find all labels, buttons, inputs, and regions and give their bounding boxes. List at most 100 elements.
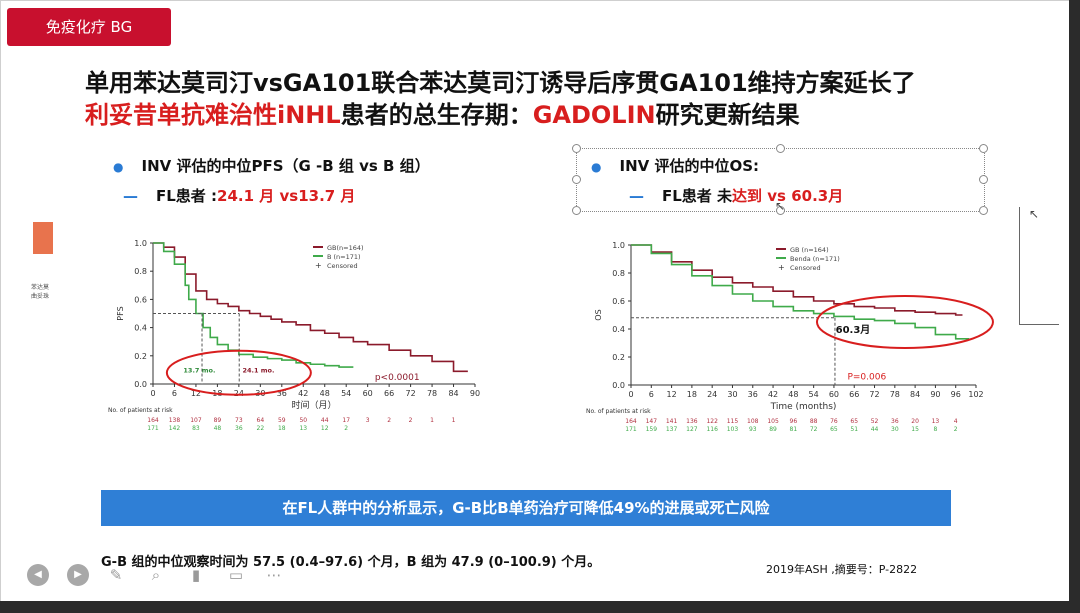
legend-label: Censored	[790, 264, 821, 272]
mouse-cursor-icon: ↖	[775, 199, 786, 213]
conclusion-banner: 在FL人群中的分析显示，G-B比B单药治疗可降低49%的进展或死亡风险	[101, 490, 951, 526]
os-sub-prefix: FL患者 未	[662, 187, 733, 205]
slide-frame: 免疫化疗 BG 单用苯达莫司汀vsGA101联合苯达莫司汀诱导后序贯GA101维…	[0, 0, 1070, 602]
prev-icon[interactable]: ◀	[27, 564, 49, 586]
risk-value: 51	[850, 426, 858, 433]
legend-swatch: +	[778, 263, 785, 272]
legend-label: B (n=171)	[327, 253, 361, 261]
x-tick-label: 54	[341, 389, 351, 398]
series-line	[153, 242, 468, 373]
x-tick-label: 6	[172, 389, 177, 398]
pen-icon[interactable]: ✎	[109, 566, 123, 584]
risk-value: 107	[190, 417, 202, 424]
pfs-bullet-text: INV 评估的中位PFS（G -B 组 vs B 组）	[141, 157, 430, 175]
risk-value: 136	[686, 418, 698, 425]
x-tick-label: 36	[748, 390, 758, 399]
resize-handle-l[interactable]	[572, 175, 581, 184]
bullet-dot-icon: ●	[113, 160, 124, 174]
risk-value: 12	[321, 425, 329, 432]
side-divider-h	[1019, 324, 1059, 325]
x-tick-label: 96	[951, 390, 961, 399]
resize-handle-tr[interactable]	[979, 144, 988, 153]
risk-value: 2	[409, 417, 413, 424]
side-thumbnail[interactable]	[33, 222, 53, 254]
risk-value: 89	[769, 426, 777, 433]
bullet-dot-icon: ●	[591, 160, 602, 174]
risk-value: 142	[169, 425, 181, 432]
title-study-name: GADOLIN	[532, 101, 656, 129]
risk-value: 65	[850, 418, 858, 425]
risk-value: 138	[169, 417, 181, 424]
risk-value: 105	[767, 418, 779, 425]
risk-value: 76	[830, 418, 838, 425]
x-tick-label: 48	[320, 389, 330, 398]
risk-value: 83	[192, 425, 200, 432]
x-tick-label: 72	[869, 390, 879, 399]
risk-value: 115	[727, 418, 739, 425]
pfs-sub-prefix: FL患者 :	[156, 187, 218, 205]
resize-handle-b[interactable]	[776, 206, 785, 215]
x-tick-label: 18	[687, 390, 697, 399]
more-icon[interactable]: ⋯	[266, 566, 282, 584]
side-label: 苯达莫 曲妥珠	[31, 284, 50, 300]
risk-value: 64	[257, 417, 265, 424]
risk-value: 171	[625, 426, 637, 433]
risk-value: 72	[810, 426, 818, 433]
x-tick-label: 60	[829, 390, 839, 399]
legend-swatch: +	[315, 261, 322, 270]
comment-icon[interactable]: ▭	[228, 566, 244, 584]
os-chart: 0.00.20.40.60.81.00 6 12 18 24 30 36 42 48 54 60 66…	[586, 241, 994, 433]
risk-value: 81	[790, 426, 798, 433]
resize-handle-br[interactable]	[979, 206, 988, 215]
risk-value: 164	[625, 418, 637, 425]
title-highlight: 利妥昔单抗难治性iNHL	[85, 101, 341, 129]
risk-value: 88	[810, 418, 818, 425]
risk-value: 65	[830, 426, 838, 433]
os-bullet: ● INV 评估的中位OS:	[591, 155, 759, 176]
video-icon[interactable]: ▮	[191, 566, 201, 584]
x-tick-label: 54	[809, 390, 819, 399]
next-icon[interactable]: ▶	[67, 564, 89, 586]
x-tick-label: 12	[191, 389, 201, 398]
slide-title-line1: 单用苯达莫司汀vsGA101联合苯达莫司汀诱导后序贯GA101维持方案延长了	[85, 69, 916, 97]
pfs-chart: 0.00.20.40.60.81.00 6 12 18 24 30 36 42 48 54 60 66…	[108, 239, 480, 432]
resize-handle-bl[interactable]	[572, 206, 581, 215]
risk-value: 127	[686, 426, 698, 433]
risk-value: 13	[932, 418, 940, 425]
y-tick-label: 0.6	[612, 297, 625, 306]
x-tick-label: 90	[930, 390, 940, 399]
risk-value: 1	[430, 417, 434, 424]
resize-handle-t[interactable]	[776, 144, 785, 153]
resize-handle-r[interactable]	[979, 175, 988, 184]
x-tick-label: 60	[363, 389, 373, 398]
x-tick-label: 24	[707, 390, 717, 399]
y-tick-label: 1.0	[612, 241, 625, 250]
y-tick-label: 0.0	[134, 380, 147, 389]
series-line	[631, 244, 970, 340]
x-axis-label: 时间（月）	[291, 399, 336, 411]
annotation-b-median: 13.7 mo.	[183, 367, 215, 375]
y-tick-label: 0.4	[134, 324, 147, 333]
window-edge-right	[1069, 0, 1080, 613]
risk-value: 147	[646, 418, 658, 425]
category-tag: 免疫化疗 BG	[7, 8, 171, 46]
x-tick-label: 30	[727, 390, 737, 399]
risk-value: 36	[891, 418, 899, 425]
risk-value: 164	[147, 417, 159, 424]
annotation-gb-median: 24.1 mo.	[242, 367, 274, 375]
risk-value: 108	[747, 418, 759, 425]
risk-value: 96	[790, 418, 798, 425]
series-line	[153, 242, 354, 368]
resize-handle-tl[interactable]	[572, 144, 581, 153]
risk-value: 44	[871, 426, 879, 433]
risk-value: 89	[214, 417, 222, 424]
risk-value: 2	[387, 417, 391, 424]
x-tick-label: 84	[910, 390, 920, 399]
x-tick-label: 42	[298, 389, 308, 398]
slide-title-line2: 利妥昔单抗难治性iNHL患者的总生存期：GADOLIN研究更新结果	[85, 95, 800, 130]
x-tick-label: 78	[890, 390, 900, 399]
y-tick-label: 0.0	[612, 381, 625, 390]
risk-value: 116	[706, 426, 718, 433]
zoom-icon[interactable]: ⌕	[151, 566, 161, 584]
x-tick-label: 72	[406, 389, 416, 398]
